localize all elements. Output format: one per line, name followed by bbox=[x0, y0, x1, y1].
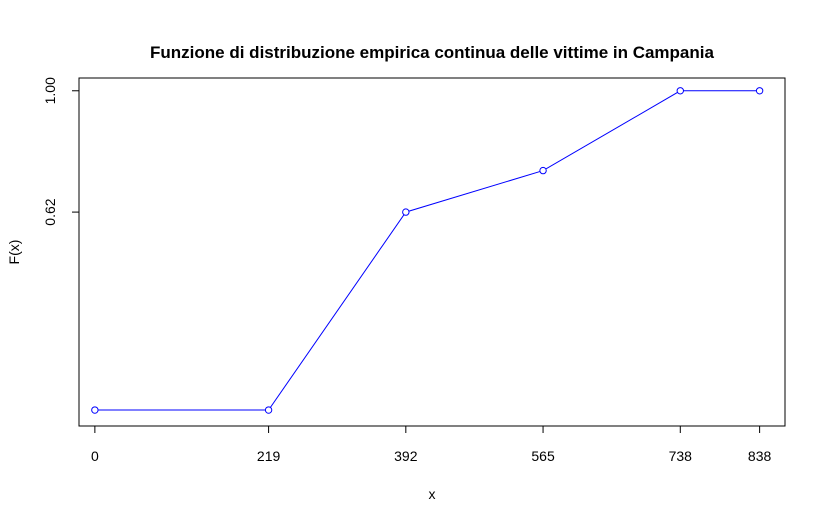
x-tick-label: 392 bbox=[394, 448, 418, 464]
x-tick-label: 738 bbox=[669, 448, 693, 464]
x-axis: 0 219 392 565 738 838 bbox=[91, 426, 772, 464]
data-point bbox=[539, 166, 547, 175]
y-axis-label: F(x) bbox=[6, 240, 22, 265]
x-axis-label: x bbox=[429, 486, 436, 502]
chart-title: Funzione di distribuzione empirica conti… bbox=[150, 43, 714, 62]
series-group bbox=[91, 87, 764, 414]
plot-frame bbox=[78, 77, 786, 427]
x-tick-label: 838 bbox=[748, 448, 772, 464]
y-axis: 0.62 1.00 bbox=[42, 77, 79, 226]
x-tick-label: 565 bbox=[531, 448, 555, 464]
y-tick-label: 1.00 bbox=[42, 77, 58, 104]
series-line bbox=[94, 90, 760, 411]
data-point bbox=[91, 406, 99, 414]
data-point bbox=[676, 87, 684, 95]
y-tick-label: 0.62 bbox=[42, 198, 58, 225]
x-tick-label: 219 bbox=[257, 448, 281, 464]
x-tick-label: 0 bbox=[91, 448, 99, 464]
data-point bbox=[402, 208, 410, 216]
data-point bbox=[264, 406, 273, 414]
data-point bbox=[755, 87, 764, 95]
